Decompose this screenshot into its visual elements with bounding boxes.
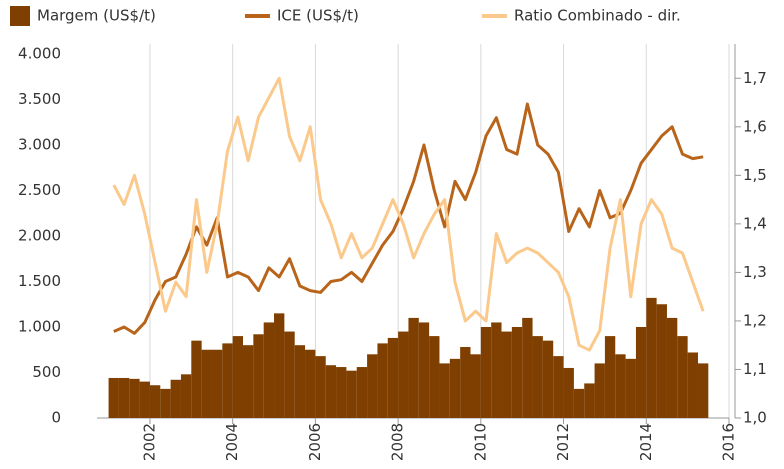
bar (211, 349, 223, 418)
bar (170, 379, 181, 418)
bar (501, 331, 512, 418)
legend-label: Margem (US$/t) (37, 7, 156, 25)
bar (635, 327, 647, 418)
legend-label: Ratio Combinado - dir. (514, 7, 681, 25)
y2-tick-label: 1,2 (743, 311, 767, 329)
bar (418, 322, 430, 418)
y2-tick-label: 1,1 (743, 360, 767, 378)
y-tick-label: 3.500 (18, 90, 61, 108)
bar (615, 354, 626, 418)
bar (449, 358, 461, 418)
bar (398, 331, 409, 418)
bar (346, 370, 357, 418)
legend-label: ICE (US$/t) (277, 7, 359, 25)
x-tick-label: 2014 (637, 423, 655, 461)
y-tick-label: 0 (51, 409, 61, 427)
bar (191, 340, 202, 418)
bar (222, 343, 233, 418)
bar (315, 356, 326, 418)
x-tick-label: 2006 (306, 423, 324, 461)
y-tick-label: 2.500 (18, 181, 61, 199)
bar (604, 336, 616, 418)
bar (480, 327, 492, 418)
bar (522, 317, 533, 418)
y-tick-label: 3.000 (18, 136, 61, 154)
bar (387, 337, 399, 418)
y-tick-label: 2.000 (18, 227, 61, 245)
bar (201, 349, 212, 418)
bar (118, 377, 130, 418)
bar (594, 363, 605, 418)
bar (129, 378, 140, 418)
bar (656, 304, 667, 418)
y-tick-label: 4.000 (18, 45, 61, 63)
bar (274, 313, 285, 418)
y-tick-label: 1.500 (18, 272, 61, 290)
bar (408, 317, 419, 418)
bar (584, 383, 595, 418)
x-tick-label: 2008 (389, 423, 407, 461)
x-tick-label: 2002 (140, 423, 158, 461)
bar (666, 317, 678, 418)
bar (563, 367, 574, 418)
y2-tick-label: 1,3 (743, 263, 767, 281)
bar (625, 358, 636, 418)
y2-tick-label: 1,0 (743, 409, 767, 427)
bar (439, 363, 450, 418)
bar (325, 365, 337, 418)
line (113, 102, 704, 335)
x-tick-label: 2004 (223, 423, 241, 461)
y2-tick-label: 1,4 (743, 214, 767, 232)
bar (460, 347, 471, 418)
bar (697, 363, 709, 418)
bar (429, 336, 440, 418)
bar (553, 356, 564, 418)
legend-swatch (10, 6, 30, 26)
y-tick-label: 1.000 (18, 318, 61, 336)
bar (336, 367, 347, 418)
bar (284, 331, 295, 418)
bar (263, 322, 275, 418)
bar (377, 343, 388, 418)
bar (532, 336, 543, 418)
bar (367, 354, 378, 418)
bar (542, 340, 554, 418)
bar (149, 385, 161, 418)
bar (470, 354, 481, 418)
bar (573, 388, 585, 418)
bar (294, 345, 306, 418)
bar (646, 297, 657, 418)
bar (180, 374, 192, 418)
y2-tick-label: 1,6 (743, 117, 767, 135)
bar (232, 336, 244, 418)
bar (108, 377, 119, 418)
line (112, 76, 705, 352)
bar (491, 322, 502, 418)
bar (139, 381, 150, 418)
x-tick-label: 2012 (554, 423, 572, 461)
x-tick-label: 2016 (720, 423, 738, 461)
bar (243, 345, 254, 418)
bar (687, 352, 698, 418)
bar (356, 367, 368, 418)
y2-tick-label: 1,5 (743, 166, 767, 184)
bar (677, 336, 688, 418)
bar (160, 388, 171, 418)
y2-tick-label: 1,7 (743, 69, 767, 87)
bar (511, 327, 523, 418)
bar (305, 349, 316, 418)
y-tick-label: 500 (32, 363, 61, 381)
bar (253, 334, 264, 418)
x-tick-label: 2010 (471, 423, 489, 461)
